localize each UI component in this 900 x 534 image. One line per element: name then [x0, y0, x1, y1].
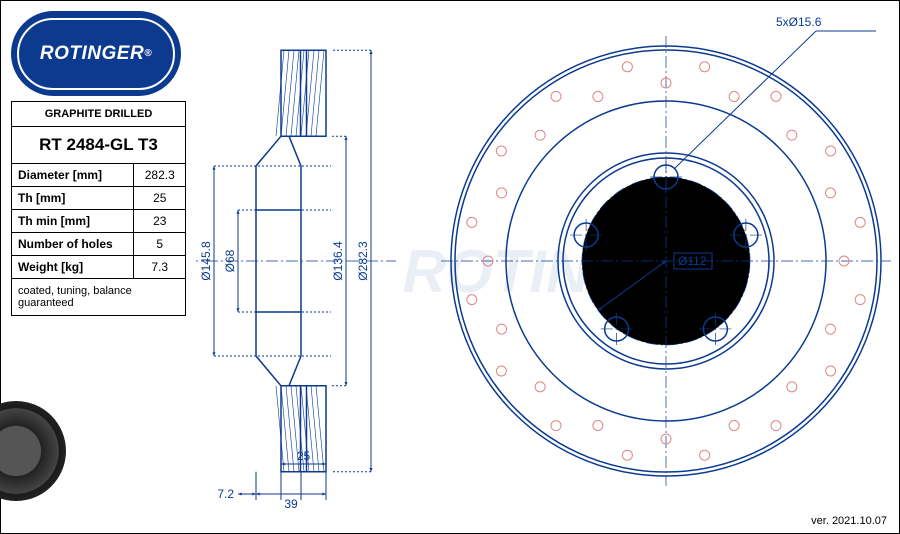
logo-text: ROTINGER — [40, 43, 144, 65]
part-number: RT 2484-GL T3 — [12, 127, 186, 164]
spec-value: 7.3 — [134, 256, 186, 279]
spec-label: Diameter [mm] — [12, 164, 134, 187]
spec-table: GRAPHITE DRILLED RT 2484-GL T3 Diameter … — [11, 101, 186, 316]
spec-value: 25 — [134, 187, 186, 210]
spec-value: 23 — [134, 210, 186, 233]
spec-label: Th [mm] — [12, 187, 134, 210]
technical-drawing: Ø112 5xØ15.6 Ø145.8 Ø68 Ø136.4 Ø282.3 25 39 7.2 — [196, 6, 896, 511]
svg-text:5xØ15.6: 5xØ15.6 — [776, 15, 822, 29]
spec-value: 5 — [134, 233, 186, 256]
spec-value: 282.3 — [134, 164, 186, 187]
spec-note: coated, tuning, balance guaranteed — [12, 279, 186, 316]
brand-logo: ROTINGER® — [11, 11, 181, 96]
logo-reg: ® — [144, 48, 152, 59]
svg-text:Ø136.4: Ø136.4 — [331, 241, 345, 281]
spec-label: Weight [kg] — [12, 256, 134, 279]
svg-text:Ø282.3: Ø282.3 — [356, 241, 370, 281]
svg-text:39: 39 — [284, 497, 298, 511]
svg-text:7.2: 7.2 — [217, 487, 234, 501]
spec-label: Number of holes — [12, 233, 134, 256]
spec-label: Th min [mm] — [12, 210, 134, 233]
product-thumbnail — [0, 401, 66, 501]
spec-title: GRAPHITE DRILLED — [12, 102, 186, 127]
svg-text:25: 25 — [297, 449, 311, 463]
svg-text:Ø112: Ø112 — [678, 254, 707, 268]
svg-text:Ø145.8: Ø145.8 — [199, 241, 213, 281]
version-label: ver. 2021.10.07 — [811, 515, 887, 527]
svg-text:Ø68: Ø68 — [223, 249, 237, 272]
